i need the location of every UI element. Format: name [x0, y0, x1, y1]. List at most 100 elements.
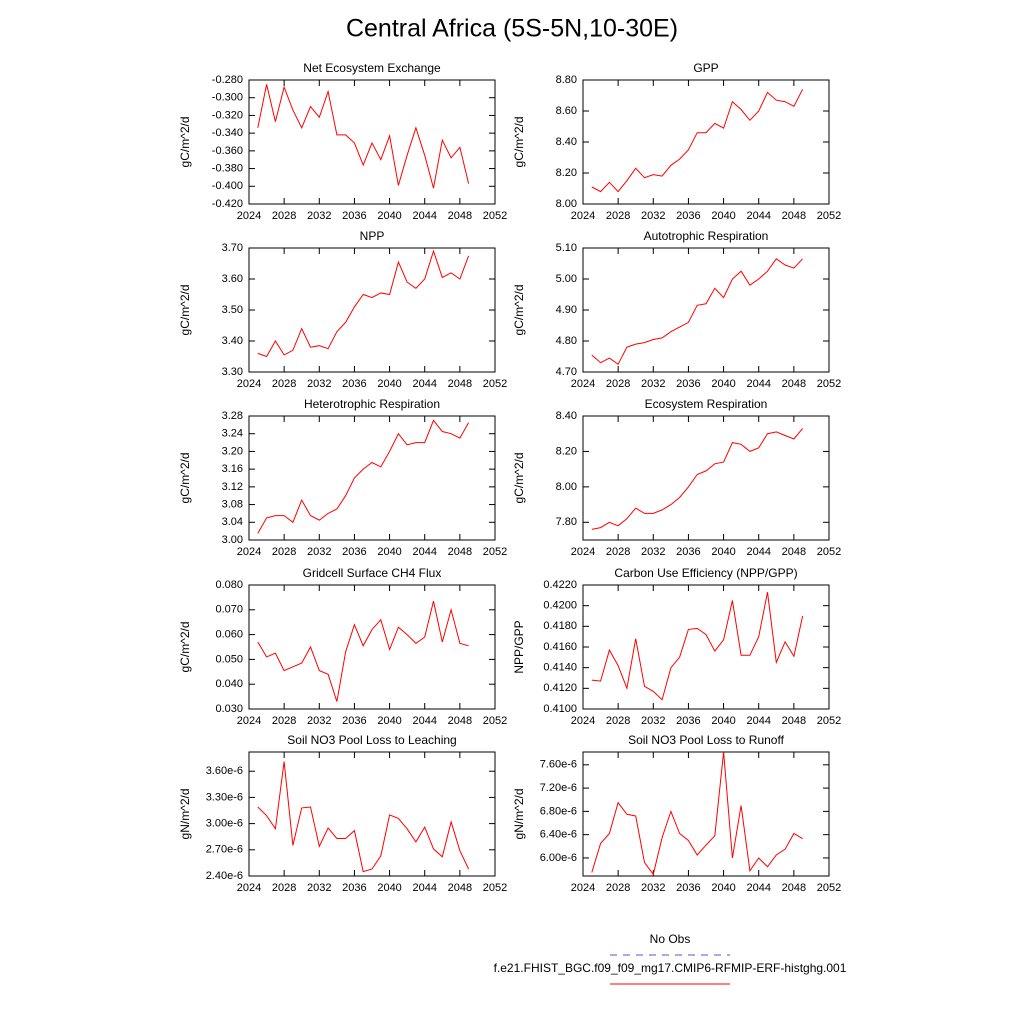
- x-tick-label: 2032: [307, 715, 331, 727]
- x-tick-label: 2040: [377, 210, 401, 222]
- plot-frame: [582, 584, 830, 710]
- y-tick-label: -0.280: [212, 74, 243, 86]
- x-tick-label: 2024: [571, 715, 595, 727]
- y-tick-label: 3.28: [222, 410, 243, 422]
- plot-frame: [248, 751, 496, 877]
- x-tick-label: 2028: [606, 715, 630, 727]
- y-axis-label: gC/m^2/d: [178, 285, 192, 336]
- y-tick-label: 7.80: [556, 516, 577, 528]
- x-tick-label: 2044: [746, 210, 770, 222]
- plot-frame: [582, 751, 830, 877]
- x-tick-label: 2048: [448, 210, 472, 222]
- y-tick-label: -0.380: [212, 162, 243, 174]
- x-tick-label: 2024: [571, 546, 595, 558]
- x-tick-label: 2036: [676, 715, 700, 727]
- y-tick-label: -0.420: [212, 198, 243, 210]
- x-tick-label: 2036: [342, 546, 366, 558]
- x-tick-label: 2028: [272, 210, 296, 222]
- x-tick-label: 2052: [483, 210, 507, 222]
- y-tick-label: 5.10: [556, 242, 577, 254]
- x-tick-label: 2040: [711, 882, 735, 894]
- legend-label: f.e21.FHIST_BGC.f09_f09_mg17.CMIP6-RFMIP…: [494, 961, 847, 975]
- panel-title: Ecosystem Respiration: [645, 397, 768, 411]
- x-tick-label: 2028: [272, 715, 296, 727]
- x-tick-label: 2052: [817, 715, 841, 727]
- y-tick-label: 8.00: [556, 481, 577, 493]
- plot-frame: [248, 247, 496, 373]
- y-tick-label: 3.70: [222, 242, 243, 254]
- y-tick-label: 0.4120: [543, 682, 577, 694]
- x-tick-label: 2024: [571, 882, 595, 894]
- x-tick-label: 2048: [782, 210, 806, 222]
- y-axis-label: NPP/GPP: [512, 620, 526, 673]
- plot-frame: [248, 584, 496, 710]
- plot-frame: [582, 415, 830, 541]
- y-tick-label: 3.30: [222, 366, 243, 378]
- y-tick-label: 0.4200: [543, 600, 577, 612]
- y-tick-label: -0.400: [212, 180, 243, 192]
- panel-title: Soil NO3 Pool Loss to Runoff: [628, 733, 785, 747]
- x-tick-label: 2032: [307, 882, 331, 894]
- data-line: [257, 84, 470, 189]
- panel-title: Gridcell Surface CH4 Flux: [303, 566, 442, 580]
- x-tick-label: 2044: [412, 210, 436, 222]
- x-tick-label: 2048: [448, 378, 472, 390]
- y-tick-label: 3.08: [222, 498, 243, 510]
- data-line: [591, 89, 804, 193]
- y-tick-label: 8.80: [556, 74, 577, 86]
- y-tick-label: 3.60: [222, 273, 243, 285]
- y-tick-label: 3.04: [222, 516, 243, 528]
- x-tick-label: 2044: [412, 882, 436, 894]
- y-axis-label: gC/m^2/d: [512, 117, 526, 168]
- x-tick-label: 2028: [606, 210, 630, 222]
- y-tick-label: 3.00: [222, 534, 243, 546]
- data-line: [591, 751, 803, 876]
- x-tick-label: 2048: [782, 882, 806, 894]
- x-tick-label: 2044: [746, 546, 770, 558]
- y-tick-label: 3.40: [222, 335, 243, 347]
- y-tick-label: 3.24: [222, 428, 243, 440]
- x-tick-label: 2024: [237, 882, 261, 894]
- x-tick-label: 2032: [307, 546, 331, 558]
- x-tick-label: 2040: [711, 378, 735, 390]
- y-tick-label: 6.00e-6: [540, 852, 577, 864]
- plot-frame: [582, 247, 830, 373]
- y-tick-label: 6.80e-6: [540, 805, 577, 817]
- x-tick-label: 2036: [342, 210, 366, 222]
- y-tick-label: 0.080: [215, 579, 243, 591]
- x-tick-label: 2036: [342, 715, 366, 727]
- y-tick-label: 0.4100: [543, 703, 577, 715]
- x-tick-label: 2024: [237, 210, 261, 222]
- legend-label: No Obs: [650, 932, 691, 946]
- data-line: [257, 419, 470, 534]
- x-tick-label: 2044: [412, 546, 436, 558]
- x-tick-label: 2040: [377, 546, 401, 558]
- y-tick-label: 0.060: [215, 629, 243, 641]
- x-tick-label: 2044: [412, 715, 436, 727]
- y-tick-label: 0.070: [215, 604, 243, 616]
- y-tick-label: 3.12: [222, 481, 243, 493]
- x-tick-label: 2032: [641, 378, 665, 390]
- x-tick-label: 2036: [676, 210, 700, 222]
- x-tick-label: 2036: [676, 882, 700, 894]
- panel-title: Carbon Use Efficiency (NPP/GPP): [614, 566, 797, 580]
- x-tick-label: 2044: [746, 882, 770, 894]
- x-tick-label: 2028: [606, 378, 630, 390]
- panel-title: GPP: [693, 61, 718, 75]
- y-axis-label: gC/m^2/d: [178, 453, 192, 504]
- x-tick-label: 2048: [782, 546, 806, 558]
- x-tick-label: 2052: [817, 378, 841, 390]
- y-tick-label: 8.60: [556, 105, 577, 117]
- data-line: [257, 600, 469, 702]
- y-tick-label: 0.4160: [543, 641, 577, 653]
- y-tick-label: 7.20e-6: [540, 782, 577, 794]
- y-tick-label: 0.4180: [543, 620, 577, 632]
- y-tick-label: 5.00: [556, 273, 577, 285]
- y-axis-label: gC/m^2/d: [178, 622, 192, 673]
- x-tick-label: 2024: [237, 378, 261, 390]
- x-tick-label: 2052: [817, 882, 841, 894]
- y-axis-label: gN/m^2/d: [512, 789, 526, 840]
- y-tick-label: 2.70e-6: [206, 844, 243, 856]
- panel-title: Soil NO3 Pool Loss to Leaching: [287, 733, 456, 747]
- x-tick-label: 2040: [711, 715, 735, 727]
